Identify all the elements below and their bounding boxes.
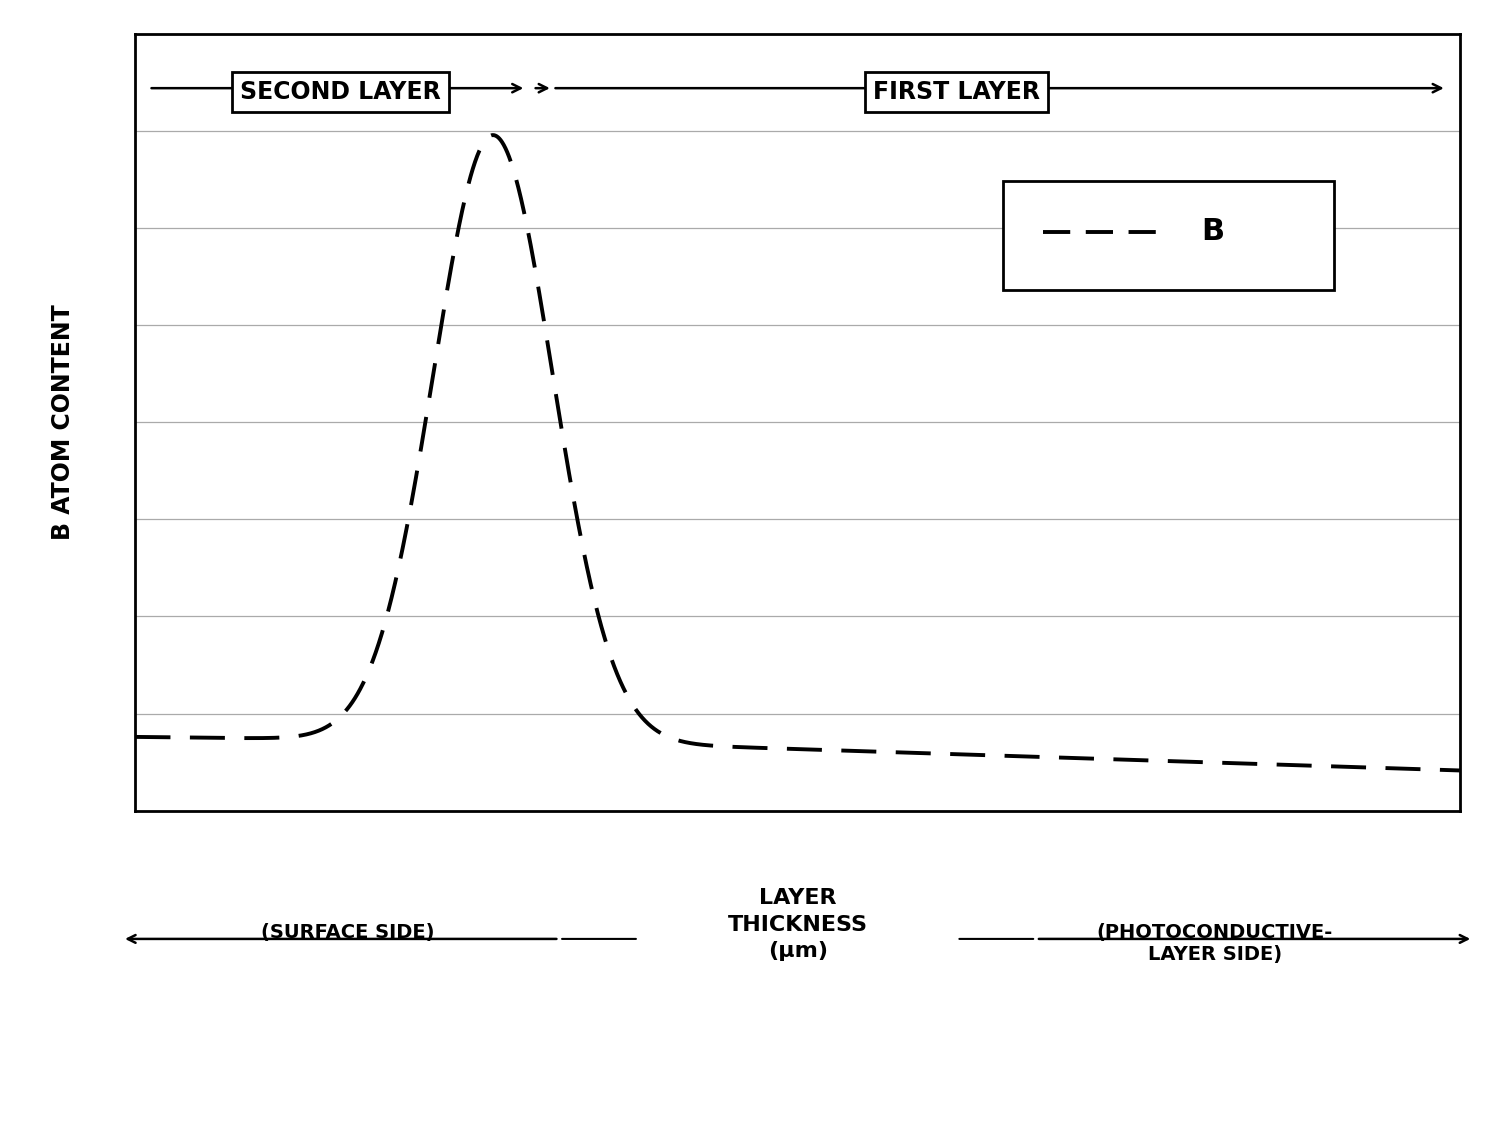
Text: B: B [1201, 217, 1225, 247]
Text: (SURFACE SIDE): (SURFACE SIDE) [260, 923, 433, 942]
Text: SECOND LAYER: SECOND LAYER [241, 80, 441, 104]
FancyBboxPatch shape [1002, 181, 1333, 291]
Text: FIRST LAYER: FIRST LAYER [873, 80, 1040, 104]
Text: B ATOM CONTENT: B ATOM CONTENT [51, 304, 75, 540]
Text: LAYER
THICKNESS
(μm): LAYER THICKNESS (μm) [727, 888, 868, 962]
Text: (PHOTOCONDUCTIVE-
LAYER SIDE): (PHOTOCONDUCTIVE- LAYER SIDE) [1097, 923, 1333, 964]
